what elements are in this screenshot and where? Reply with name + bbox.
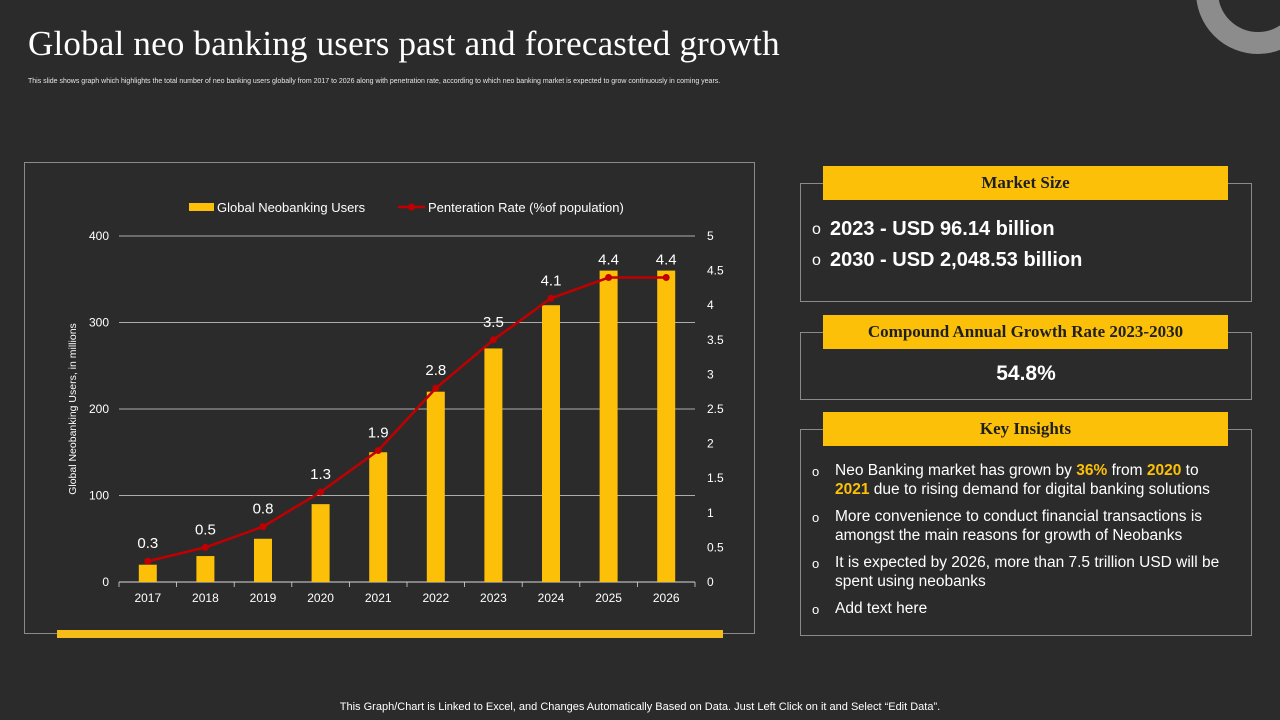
market-size-list: o 2023 - USD 96.14 billion o 2030 - USD … — [812, 218, 1082, 280]
y-right-tick-label: 0 — [707, 575, 714, 589]
y-left-tick-label: 300 — [89, 316, 109, 330]
insight-item: o More convenience to conduct financial … — [812, 507, 1232, 545]
bullet-icon: o — [812, 220, 821, 238]
bar — [311, 504, 330, 582]
bar — [426, 391, 445, 582]
line-point — [547, 294, 555, 302]
data-label: 2.8 — [425, 362, 446, 379]
line-point — [662, 274, 670, 282]
bullet-icon: o — [812, 556, 820, 571]
y-right-tick-label: 3 — [707, 367, 714, 381]
line-point — [432, 384, 440, 392]
x-tick-label: 2024 — [538, 591, 565, 605]
insight-item: o Neo Banking market has grown by 36% fr… — [812, 461, 1232, 499]
insight-item: o Add text here — [812, 599, 1232, 619]
bar — [254, 538, 272, 582]
x-tick-label: 2020 — [307, 591, 334, 605]
bullet-icon: o — [812, 464, 820, 479]
bar — [369, 452, 388, 582]
data-label: 0.8 — [253, 501, 274, 518]
x-tick-label: 2026 — [653, 591, 680, 605]
y-right-tick-label: 1.5 — [707, 471, 724, 485]
chart-panel[interactable]: 0 100 200 300 400 0 0.5 1 1.5 2 2.5 3 3.5 4 4.5 5 2017 20… — [24, 162, 755, 634]
market-size-item: o 2023 - USD 96.14 billion — [812, 218, 1082, 241]
bar — [484, 348, 503, 582]
insight-text: Neo Banking market has grown by 36% from… — [835, 462, 1210, 498]
data-label: 3.5 — [483, 314, 504, 331]
insight-item: o It is expected by 2026, more than 7.5 … — [812, 553, 1232, 591]
data-label: 1.3 — [310, 466, 331, 483]
insight-text: More convenience to conduct financial tr… — [835, 508, 1203, 544]
decorative-ring — [1196, 0, 1280, 54]
market-size-text: 2023 - USD 96.14 billion — [830, 218, 1055, 240]
bullet-icon: o — [812, 602, 820, 617]
cagr-header: Compound Annual Growth Rate 2023-2030 — [823, 315, 1228, 349]
market-size-item: o 2030 - USD 2,048.53 billion — [812, 249, 1082, 272]
data-label: 4.4 — [598, 252, 619, 269]
x-tick-label: 2023 — [480, 591, 507, 605]
bullet-icon: o — [812, 510, 820, 525]
line-point — [374, 447, 382, 455]
x-tick-label: 2022 — [422, 591, 449, 605]
y-right-tick-label: 2 — [707, 437, 714, 451]
y-right-tick-label: 4 — [707, 298, 714, 312]
line-point — [201, 543, 209, 551]
bullet-icon: o — [812, 251, 821, 269]
legend-line-marker — [408, 203, 415, 211]
y-right-tick-label: 5 — [707, 229, 714, 243]
y-left-tick-label: 100 — [89, 489, 109, 503]
y-right-tick-label: 1 — [707, 506, 714, 520]
line-point — [317, 488, 325, 496]
bar — [599, 270, 618, 582]
yellow-accent-strip — [57, 630, 723, 638]
y-left-tick-label: 200 — [89, 402, 109, 416]
cagr-value: 54.8% — [996, 362, 1056, 385]
x-tick-label: 2025 — [595, 591, 622, 605]
key-insights-list: o Neo Banking market has grown by 36% fr… — [812, 461, 1232, 627]
market-size-text: 2030 - USD 2,048.53 billion — [830, 249, 1083, 271]
x-tick-label: 2019 — [250, 591, 277, 605]
data-label: 0.3 — [137, 535, 158, 552]
footer-note: This Graph/Chart is Linked to Excel, and… — [339, 701, 941, 713]
penetration-line — [147, 276, 667, 563]
bar — [196, 556, 215, 582]
data-label: 0.5 — [195, 521, 216, 538]
x-tick-label: 2018 — [192, 591, 219, 605]
data-label: 1.9 — [368, 425, 389, 442]
data-label: 4.4 — [656, 252, 677, 269]
combo-chart[interactable]: 0 100 200 300 400 0 0.5 1 1.5 2 2.5 3 3.5 4 4.5 5 2017 20… — [25, 163, 756, 635]
x-tick-label: 2021 — [365, 591, 392, 605]
key-insights-header: Key Insights — [823, 412, 1228, 446]
legend-label: Penteration Rate (%of population) — [428, 200, 624, 215]
line-point — [605, 274, 613, 282]
insight-text: It is expected by 2026, more than 7.5 tr… — [835, 554, 1220, 590]
bar — [138, 564, 157, 582]
line-point — [489, 336, 497, 344]
data-label: 4.1 — [541, 272, 562, 289]
slide-title: Global neo banking users past and foreca… — [28, 24, 780, 63]
market-size-header: Market Size — [823, 166, 1228, 200]
y-right-tick-label: 4.5 — [707, 264, 724, 278]
y-right-tick-label: 0.5 — [707, 540, 724, 554]
line-point — [144, 557, 152, 565]
slide-subtitle: This slide shows graph which highlights … — [28, 78, 721, 85]
bar — [657, 270, 676, 582]
bar — [542, 305, 560, 582]
y-axis-label: Global Neobanking Users, in millions — [67, 323, 79, 495]
x-tick-label: 2017 — [134, 591, 161, 605]
y-right-tick-label: 3.5 — [707, 333, 724, 347]
line-point — [259, 523, 267, 531]
y-left-tick-label: 0 — [102, 575, 109, 589]
insight-text: Add text here — [835, 600, 928, 617]
y-left-tick-label: 400 — [89, 229, 109, 243]
legend-label: Global Neobanking Users — [217, 200, 366, 215]
y-right-tick-label: 2.5 — [707, 402, 724, 416]
legend-bar-swatch — [189, 203, 214, 211]
